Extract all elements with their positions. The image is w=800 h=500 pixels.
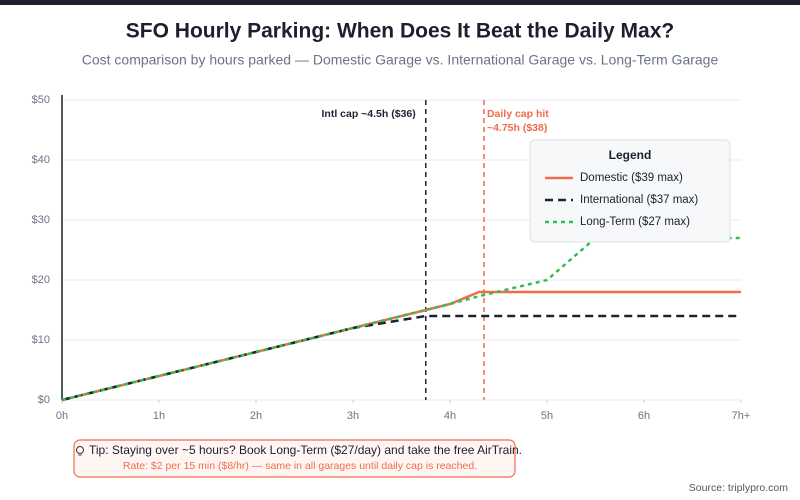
legend-title: Legend	[609, 148, 652, 162]
source: Source: triplypro.com	[689, 482, 788, 494]
annotation-label: Daily cap hit	[487, 108, 549, 120]
legend: Legend Domestic ($39 max) International ($…	[529, 139, 731, 243]
tip-note: Rate: $2 per 15 min ($8/hr) — same in al…	[123, 460, 477, 472]
chart-title: SFO Hourly Parking: When Does It Beat th…	[126, 20, 674, 43]
x-tick-label: 4h	[444, 410, 456, 422]
legend-label: Domestic ($39 max)	[580, 172, 683, 184]
tip-box	[73, 439, 516, 478]
y-tick-label: $30	[32, 214, 50, 226]
x-tick-label: 2h	[250, 410, 262, 422]
x-tick-label: 7h+	[732, 410, 751, 422]
y-tick-label: $0	[38, 394, 50, 406]
series-line	[61, 290, 741, 402]
tip-text: Tip: Staying over ~5 hours? Book Long-Te…	[89, 443, 522, 457]
x-tick-label: 3h	[347, 410, 359, 422]
chart-subtitle: Cost comparison by hours parked — Domest…	[82, 52, 719, 68]
top-bar	[0, 0, 800, 5]
x-tick-label: 6h	[638, 410, 650, 422]
y-tick-label: $10	[32, 334, 50, 346]
annotation-label: Intl cap ~4.5h ($36)	[322, 108, 416, 120]
x-tick-label: 0h	[56, 410, 68, 422]
series-line	[61, 236, 741, 402]
annotation-label: ~4.75h ($38)	[487, 122, 547, 134]
y-tick-label: $40	[32, 154, 50, 166]
legend-label: International ($37 max)	[580, 194, 698, 206]
series-line	[61, 314, 741, 402]
x-tick-label: 1h	[153, 410, 165, 422]
bulb-icon	[76, 446, 84, 456]
legend-box	[529, 139, 731, 243]
y-tick-label: $20	[32, 274, 50, 286]
x-tick-label: 5h	[541, 410, 553, 422]
y-tick-label: $50	[32, 94, 50, 106]
legend-label: Long-Term ($27 max)	[580, 216, 690, 228]
